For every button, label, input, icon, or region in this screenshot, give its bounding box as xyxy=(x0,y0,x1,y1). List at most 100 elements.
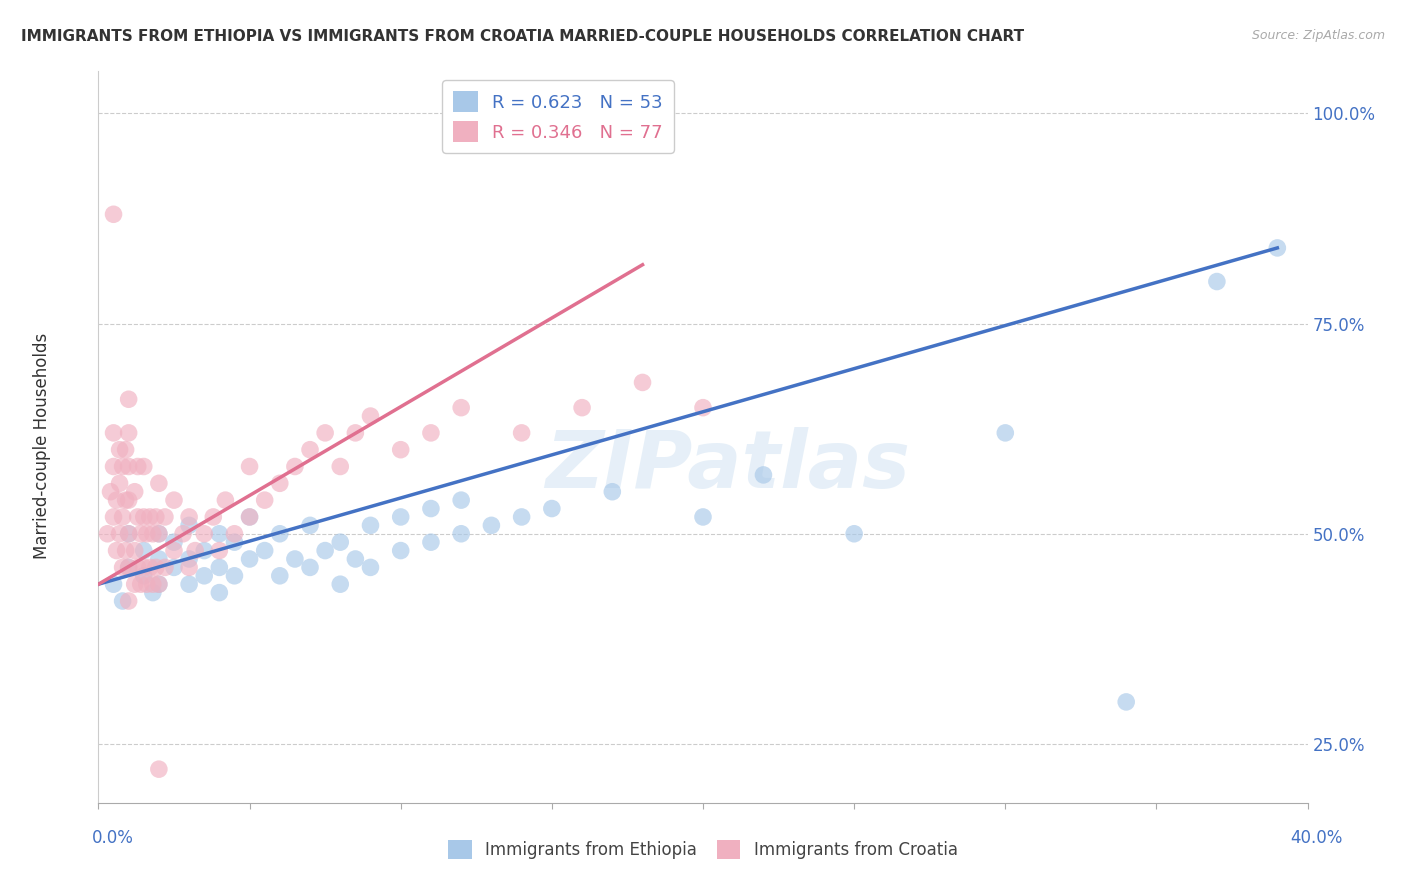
Point xyxy=(450,526,472,541)
Point xyxy=(344,425,367,440)
Point xyxy=(129,577,152,591)
Point xyxy=(420,425,443,440)
Point xyxy=(118,594,141,608)
Point xyxy=(118,560,141,574)
Point xyxy=(124,484,146,499)
Point xyxy=(179,510,201,524)
Point xyxy=(148,577,170,591)
Point xyxy=(129,526,152,541)
Point xyxy=(269,569,291,583)
Point xyxy=(145,510,167,524)
Point xyxy=(163,493,186,508)
Point xyxy=(163,543,186,558)
Text: ZIPatlas: ZIPatlas xyxy=(544,427,910,506)
Point xyxy=(153,560,176,574)
Point xyxy=(450,401,472,415)
Text: Source: ZipAtlas.com: Source: ZipAtlas.com xyxy=(1251,29,1385,42)
Point xyxy=(269,526,291,541)
Point xyxy=(314,425,336,440)
Point xyxy=(142,585,165,599)
Point xyxy=(540,501,562,516)
Point xyxy=(132,543,155,558)
Point xyxy=(148,476,170,491)
Point xyxy=(1206,275,1229,289)
Point xyxy=(202,510,225,524)
Point xyxy=(103,577,125,591)
Point xyxy=(111,560,134,574)
Point xyxy=(163,560,186,574)
Point xyxy=(118,459,141,474)
Point xyxy=(105,543,128,558)
Point xyxy=(1267,241,1289,255)
Point xyxy=(329,577,352,591)
Point xyxy=(132,510,155,524)
Point xyxy=(135,526,157,541)
Point xyxy=(142,526,165,541)
Point xyxy=(142,577,165,591)
Point xyxy=(420,535,443,549)
Point xyxy=(1115,695,1137,709)
Point xyxy=(114,442,136,457)
Point xyxy=(118,526,141,541)
Point xyxy=(450,493,472,508)
Point xyxy=(132,459,155,474)
Point xyxy=(103,510,125,524)
Point xyxy=(193,543,215,558)
Point xyxy=(132,560,155,574)
Point xyxy=(389,543,412,558)
Point xyxy=(299,518,322,533)
Point xyxy=(184,543,207,558)
Point xyxy=(208,526,231,541)
Point xyxy=(103,207,125,221)
Point xyxy=(148,762,170,776)
Point xyxy=(994,425,1017,440)
Text: IMMIGRANTS FROM ETHIOPIA VS IMMIGRANTS FROM CROATIA MARRIED-COUPLE HOUSEHOLDS CO: IMMIGRANTS FROM ETHIOPIA VS IMMIGRANTS F… xyxy=(21,29,1024,44)
Point xyxy=(108,526,131,541)
Point xyxy=(299,442,322,457)
Text: 0.0%: 0.0% xyxy=(91,829,134,847)
Point xyxy=(124,543,146,558)
Point xyxy=(389,510,412,524)
Point xyxy=(214,493,236,508)
Point xyxy=(692,401,714,415)
Point xyxy=(360,409,382,423)
Point xyxy=(224,526,246,541)
Point xyxy=(108,476,131,491)
Text: Married-couple Households: Married-couple Households xyxy=(34,333,51,559)
Point xyxy=(360,518,382,533)
Point xyxy=(193,569,215,583)
Point xyxy=(329,535,352,549)
Point xyxy=(118,493,141,508)
Legend: Immigrants from Ethiopia, Immigrants from Croatia: Immigrants from Ethiopia, Immigrants fro… xyxy=(441,833,965,866)
Point xyxy=(145,560,167,574)
Point xyxy=(111,594,134,608)
Point xyxy=(103,425,125,440)
Point xyxy=(239,510,262,524)
Point xyxy=(208,585,231,599)
Point xyxy=(692,510,714,524)
Point xyxy=(208,560,231,574)
Point xyxy=(148,552,170,566)
Point xyxy=(329,459,352,474)
Point xyxy=(111,459,134,474)
Point xyxy=(118,392,141,407)
Point xyxy=(108,442,131,457)
Point xyxy=(510,425,533,440)
Point xyxy=(752,467,775,482)
Point xyxy=(139,560,162,574)
Point xyxy=(127,459,149,474)
Point xyxy=(253,543,276,558)
Point xyxy=(118,560,141,574)
Point xyxy=(139,510,162,524)
Point xyxy=(163,535,186,549)
Point xyxy=(631,376,654,390)
Point xyxy=(153,510,176,524)
Point xyxy=(420,501,443,516)
Point xyxy=(602,484,624,499)
Point xyxy=(269,476,291,491)
Point xyxy=(111,510,134,524)
Point xyxy=(103,459,125,474)
Point xyxy=(100,484,122,499)
Point xyxy=(239,510,262,524)
Point xyxy=(510,510,533,524)
